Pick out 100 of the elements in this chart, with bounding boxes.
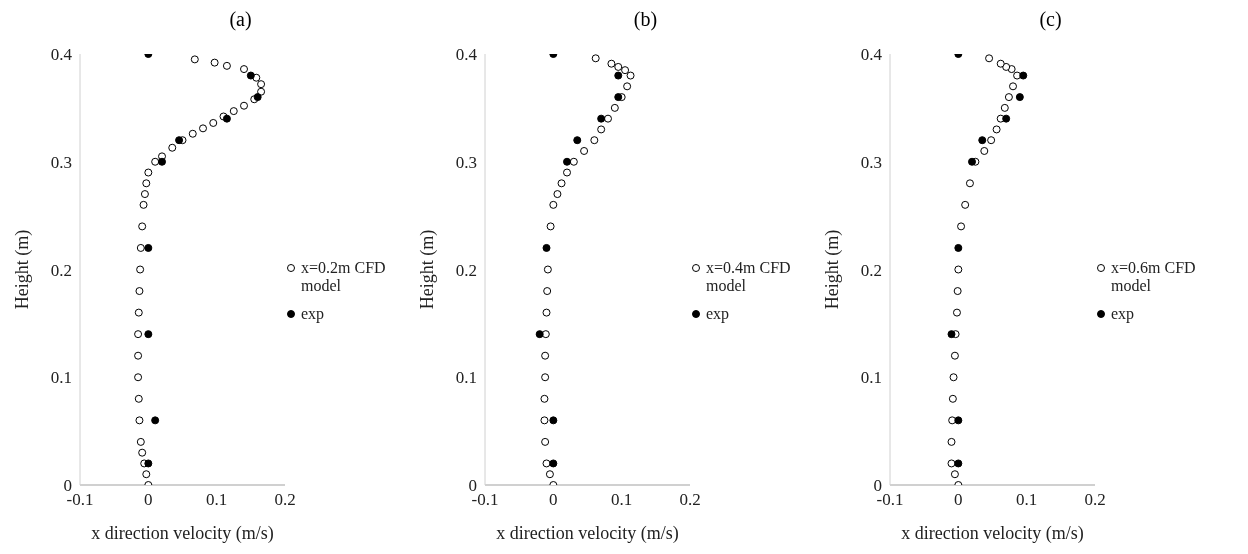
point	[952, 308, 961, 317]
point	[229, 107, 238, 116]
y-tick-label: 0.4	[50, 45, 73, 65]
point	[144, 330, 153, 339]
legend-label: exp	[706, 304, 730, 323]
y-tick-label: 0.1	[50, 368, 72, 388]
point	[950, 470, 959, 479]
point	[1000, 103, 1009, 112]
point	[626, 71, 635, 80]
point	[553, 190, 562, 199]
point	[190, 55, 199, 64]
point	[240, 101, 248, 110]
y-tick-label: 0.1	[455, 368, 477, 388]
point	[953, 287, 962, 296]
point	[535, 330, 544, 339]
legend-label: x=0.4m CFD model	[706, 258, 792, 295]
legend-label: exp	[301, 304, 325, 323]
point	[541, 373, 550, 382]
x-tick-label: 0.2	[274, 490, 296, 510]
point	[546, 222, 555, 231]
point	[540, 416, 549, 425]
point	[541, 437, 550, 446]
chart-title: (b)	[632, 8, 659, 33]
point	[607, 59, 616, 68]
point	[210, 58, 219, 67]
x-axis-title: x direction velocity (m/s)	[91, 523, 274, 544]
point	[614, 62, 623, 71]
point	[1015, 93, 1024, 102]
point	[978, 136, 987, 145]
legend-label: x=0.6m CFD model	[1111, 258, 1197, 295]
legend-label: exp	[1111, 304, 1135, 323]
point	[136, 243, 145, 252]
point	[139, 200, 148, 209]
point	[954, 265, 963, 274]
point	[540, 394, 549, 403]
point	[597, 114, 606, 123]
x-axis-title: x direction velocity (m/s)	[901, 523, 1084, 544]
point	[961, 200, 970, 209]
point	[188, 129, 197, 138]
point	[549, 416, 558, 425]
point	[542, 243, 551, 252]
point	[542, 459, 551, 468]
chart-title: (a)	[228, 8, 253, 33]
point	[144, 459, 153, 468]
y-tick-label: 0.2	[455, 260, 477, 280]
point	[621, 66, 630, 75]
x-axis-title: x direction velocity (m/s)	[496, 523, 679, 544]
point	[563, 157, 571, 166]
point	[144, 243, 153, 252]
point	[949, 373, 958, 382]
point	[199, 124, 207, 133]
point	[597, 125, 606, 134]
point	[623, 82, 632, 91]
point	[140, 190, 149, 199]
y-tick-label: 0.1	[860, 368, 882, 388]
point	[954, 459, 963, 468]
point	[957, 222, 966, 231]
point	[549, 459, 558, 468]
point	[987, 136, 996, 145]
point	[168, 143, 177, 152]
point	[569, 157, 578, 166]
point	[158, 157, 166, 166]
point	[950, 351, 959, 360]
point	[1019, 71, 1028, 80]
point	[134, 308, 143, 317]
point	[1004, 93, 1013, 102]
point	[144, 168, 153, 177]
y-tick-label: 0.4	[455, 45, 478, 65]
point	[142, 470, 151, 479]
y-axis-title: Height (m)	[417, 229, 439, 310]
x-tick-label: 0.1	[1016, 490, 1038, 510]
point	[985, 54, 994, 63]
point	[980, 146, 989, 155]
point	[138, 222, 147, 231]
x-tick-label: 0.2	[679, 490, 701, 510]
point	[135, 287, 144, 296]
point	[614, 71, 623, 80]
point	[968, 157, 976, 166]
y-tick-label: 0.3	[455, 152, 477, 172]
point	[573, 136, 582, 145]
point	[257, 80, 266, 89]
point	[545, 470, 554, 479]
point	[954, 416, 963, 425]
x-tick-label: 0.1	[611, 490, 633, 510]
point	[610, 103, 619, 112]
point	[557, 179, 566, 188]
point	[1002, 62, 1011, 71]
point	[563, 168, 571, 177]
point	[947, 330, 956, 339]
y-tick-label: 0.2	[50, 260, 72, 280]
point	[543, 265, 552, 274]
point	[543, 287, 552, 296]
point	[992, 125, 1001, 134]
x-tick-label: 0	[549, 490, 558, 510]
legend-label: x=0.2m CFD model	[301, 258, 387, 295]
point	[1002, 114, 1011, 123]
point	[136, 437, 145, 446]
x-tick-label: 0.1	[206, 490, 228, 510]
x-tick-label: 0	[144, 490, 153, 510]
point	[151, 157, 160, 166]
